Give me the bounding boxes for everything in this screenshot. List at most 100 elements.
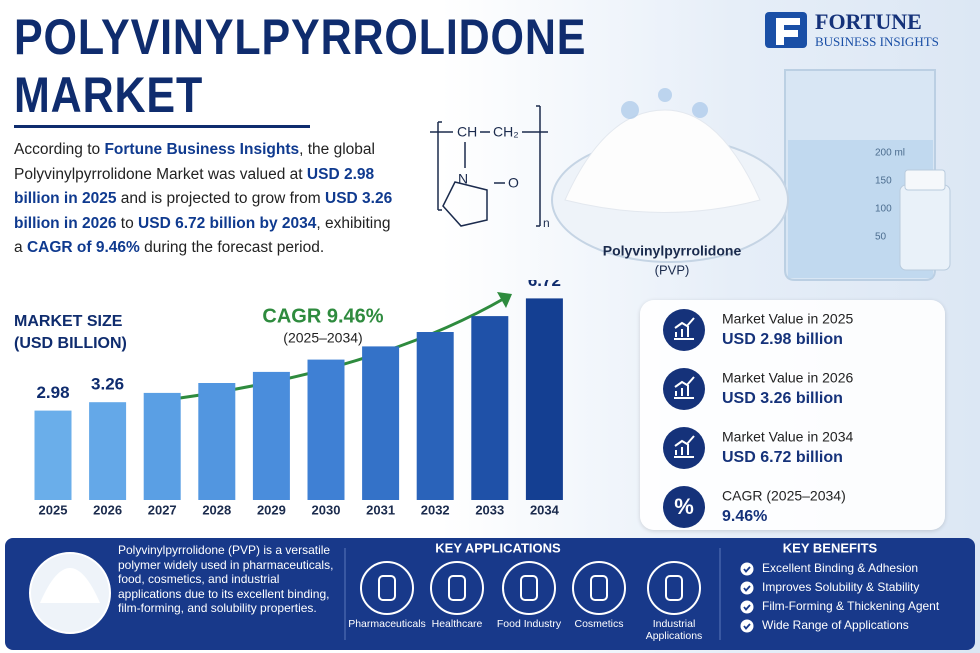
bar (252, 371, 290, 500)
check-mark (743, 623, 751, 630)
chem-atom: O (508, 175, 519, 191)
x-tick-label: 2033 (475, 502, 504, 517)
application-glyph (520, 575, 538, 601)
application-label: Industrial Applications (646, 618, 703, 642)
application-glyph (590, 575, 608, 601)
benefits-title: KEY BENEFITS (783, 540, 878, 555)
bar (362, 346, 400, 500)
cagr-arrowhead (497, 292, 512, 308)
logo-name: FORTUNE (815, 9, 922, 34)
bar (34, 410, 72, 500)
stats: Market Value in 2025 USD 2.98 billion Mark… (663, 309, 853, 528)
stat-icon-glyph (674, 376, 695, 399)
stat-icon (663, 309, 705, 351)
stat-icon (663, 427, 705, 469)
stat-label: Market Value in 2026 (722, 370, 853, 386)
x-tick-label: 2034 (530, 502, 560, 517)
bar (471, 316, 509, 500)
benefit: Improves Solubility & Stability (762, 580, 919, 594)
beaker-mark: 150 (875, 176, 892, 187)
highlight: Fortune Business Insights (104, 141, 300, 158)
application-icon (572, 561, 626, 615)
x-tick-label: 2030 (312, 502, 341, 517)
application-glyph (665, 575, 683, 601)
beaker-mark: 100 (875, 204, 892, 215)
highlight: USD 2.98 billion in 2025 (14, 165, 375, 208)
text: , exhibiting a (14, 214, 391, 257)
text: , the global Polyvinylpyrrolidone Market… (14, 141, 375, 183)
stat-icon (663, 368, 705, 410)
intro: According to Fortune Business Insights, … (14, 138, 399, 261)
x-tick-label: 2025 (39, 502, 68, 517)
title: MARKET (14, 67, 204, 123)
bar (143, 392, 181, 500)
x-tick-label: 2032 (421, 502, 450, 517)
chemical-structure (430, 105, 548, 227)
check-mark (743, 585, 751, 592)
value-label: 3.26 (91, 375, 124, 394)
stat-value: 9.46% (722, 508, 767, 525)
stat-value: USD 2.98 billion (722, 331, 843, 348)
stat-icon (663, 486, 705, 528)
check-mark (743, 604, 751, 611)
highlight: USD 6.72 billion by 2034 (138, 214, 317, 232)
stat-value: USD 3.26 billion (722, 390, 843, 407)
benefit: Wide Range of Applications (762, 618, 909, 632)
cagr-period: (2025–2034) (283, 330, 362, 346)
chem-group: CH (457, 124, 477, 140)
stat-label: Market Value in 2025 (722, 311, 853, 327)
bar (89, 402, 127, 500)
stat-icon-glyph: % (674, 494, 694, 519)
highlight: USD 3.26 billion in 2026 (14, 190, 393, 232)
footer (5, 538, 975, 650)
x-tick-label: 2028 (202, 502, 231, 517)
bar (416, 332, 454, 500)
text: and is projected to grow from (116, 190, 325, 207)
applications-title: KEY APPLICATIONS (435, 540, 561, 555)
chem-group: CH₂ (493, 124, 519, 140)
check-mark (743, 566, 751, 573)
description: Polyvinylpyrrolidone (PVP) is a versatil… (118, 543, 334, 615)
logo-tagline: BUSINESS INSIGHTS (815, 34, 939, 49)
highlight: CAGR of 9.46% (26, 239, 140, 256)
value-label: 2.98 (36, 383, 69, 402)
product-image (551, 69, 951, 281)
title-rule (14, 125, 310, 128)
beaker-mark: 200 ml (875, 148, 905, 159)
stat-icon-glyph (674, 435, 695, 458)
application-label: Cosmetics (574, 618, 623, 630)
x-tick-label: 2026 (93, 502, 122, 517)
bar (198, 383, 236, 500)
x-tick-label: 2031 (366, 502, 395, 517)
cagr-annotation: CAGR 9.46% (262, 305, 383, 327)
application-label: Food Industry (497, 618, 562, 630)
stat-icon-glyph (674, 317, 695, 340)
application-icon (647, 561, 701, 615)
check-icon (740, 619, 754, 633)
application-glyph (448, 575, 466, 601)
check-icon (740, 562, 754, 576)
chart-title: MARKET SIZE (14, 313, 123, 330)
logo: FORTUNE BUSINESS INSIGHTS (765, 9, 939, 49)
application-label: Healthcare (432, 618, 483, 630)
stat-label: Market Value in 2034 (722, 429, 853, 445)
product-sublabel: (PVP) (655, 262, 690, 277)
text: According to (14, 141, 105, 158)
benefit: Film-Forming & Thickening Agent (762, 599, 940, 613)
footer-graphics: KEY APPLICATIONS KEY BENEFITS Pharmaceut… (29, 540, 940, 642)
application-label: Pharmaceuticals (348, 618, 426, 630)
chem-repeat: n (543, 216, 550, 230)
application-glyph (378, 575, 396, 601)
application-icon (360, 561, 414, 615)
title: POLYVINYLPYRROLIDONE (14, 9, 587, 65)
check-icon (740, 600, 754, 614)
beaker-mark: 50 (875, 232, 887, 243)
check-icon (740, 581, 754, 595)
value-label: 6.72 (528, 280, 561, 290)
stat-value: USD 6.72 billion (722, 449, 843, 466)
x-tick-label: 2029 (257, 502, 286, 517)
product-label: Polyvinylpyrrolidone (603, 243, 742, 259)
benefit: Excellent Binding & Adhesion (762, 561, 918, 575)
